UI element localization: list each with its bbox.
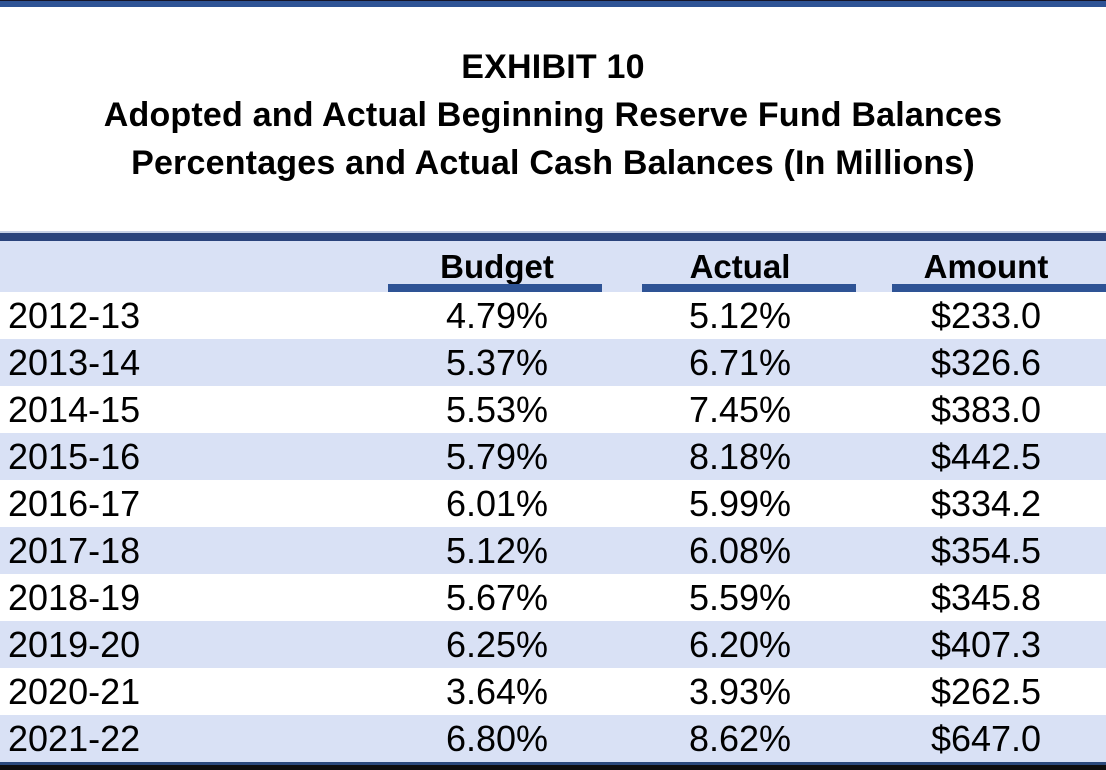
- actual-cell: 6.08%: [688, 530, 792, 571]
- title-line-2: Percentages and Actual Cash Balances (In…: [131, 144, 975, 182]
- amount-cell: $345.8: [930, 577, 1042, 618]
- exhibit-title: EXHIBIT 10 Adopted and Actual Beginning …: [0, 7, 1106, 187]
- actual-cell: 5.99%: [688, 483, 792, 524]
- actual-cell: 8.18%: [688, 436, 792, 477]
- budget-cell: 4.79%: [445, 295, 549, 336]
- amount-cell: $442.5: [930, 436, 1042, 477]
- table-row: 2014-15 5.53% 7.45% $383.0: [0, 386, 1106, 433]
- year-cell: 2015-16: [8, 436, 141, 477]
- year-cell: 2018-19: [8, 577, 141, 618]
- table-row: 2018-19 5.67% 5.59% $345.8: [0, 574, 1106, 621]
- budget-cell: 5.53%: [445, 389, 549, 430]
- exhibit-number: EXHIBIT 10: [461, 48, 645, 86]
- budget-cell: 5.79%: [445, 436, 549, 477]
- actual-cell: 3.93%: [688, 671, 792, 712]
- year-cell: 2021-22: [8, 718, 141, 759]
- table-top-highlight-rule: [0, 231, 1106, 233]
- amount-header-underline: [892, 284, 1106, 292]
- reserve-fund-table: Budget Actual Amount 2012-13 4.79% 5.12%…: [0, 231, 1106, 770]
- year-cell: 2017-18: [8, 530, 141, 571]
- amount-cell: $383.0: [930, 389, 1042, 430]
- table-bottom-rule: [0, 762, 1106, 765]
- amount-cell: $647.0: [930, 718, 1042, 759]
- col-header-year-blank: [0, 241, 380, 292]
- budget-cell: 6.25%: [445, 624, 549, 665]
- year-cell: 2019-20: [8, 624, 141, 665]
- year-cell: 2012-13: [8, 295, 141, 336]
- table-row: 2019-20 6.25% 6.20% $407.3: [0, 621, 1106, 668]
- page-bottom-edge: [0, 765, 1106, 770]
- budget-cell: 6.80%: [445, 718, 549, 759]
- table-row: 2016-17 6.01% 5.99% $334.2: [0, 480, 1106, 527]
- budget-header-underline: [388, 284, 602, 292]
- budget-cell: 5.67%: [445, 577, 549, 618]
- amount-cell: $233.0: [930, 295, 1042, 336]
- table-row: 2021-22 6.80% 8.62% $647.0: [0, 715, 1106, 762]
- budget-cell: 3.64%: [445, 671, 549, 712]
- budget-cell: 5.37%: [445, 342, 549, 383]
- table-header-row: Budget Actual Amount: [0, 241, 1106, 292]
- title-line-1: Adopted and Actual Beginning Reserve Fun…: [103, 96, 1003, 134]
- year-cell: 2013-14: [8, 342, 141, 383]
- actual-cell: 6.20%: [688, 624, 792, 665]
- col-header-amount: Amount: [866, 241, 1106, 292]
- actual-header-underline: [642, 284, 856, 292]
- amount-cell: $407.3: [930, 624, 1042, 665]
- year-cell: 2020-21: [8, 671, 141, 712]
- col-header-amount-label: Amount: [923, 247, 1049, 285]
- amount-cell: $262.5: [930, 671, 1042, 712]
- budget-cell: 5.12%: [445, 530, 549, 571]
- actual-cell: 5.12%: [688, 295, 792, 336]
- col-header-actual-label: Actual: [689, 247, 791, 285]
- amount-cell: $354.5: [930, 530, 1042, 571]
- col-header-budget-label: Budget: [440, 247, 554, 285]
- year-cell: 2016-17: [8, 483, 141, 524]
- actual-cell: 8.62%: [688, 718, 792, 759]
- amount-cell: $334.2: [930, 483, 1042, 524]
- page-top-rule: [0, 0, 1106, 7]
- table-row: 2020-21 3.64% 3.93% $262.5: [0, 668, 1106, 715]
- actual-cell: 6.71%: [688, 342, 792, 383]
- budget-cell: 6.01%: [445, 483, 549, 524]
- col-header-budget: Budget: [380, 241, 614, 292]
- col-header-actual: Actual: [614, 241, 866, 292]
- table-row: 2012-13 4.79% 5.12% $233.0: [0, 292, 1106, 339]
- actual-cell: 5.59%: [688, 577, 792, 618]
- table-top-rule: [0, 233, 1106, 241]
- year-cell: 2014-15: [8, 389, 141, 430]
- table-row: 2017-18 5.12% 6.08% $354.5: [0, 527, 1106, 574]
- actual-cell: 7.45%: [688, 389, 792, 430]
- table-row: 2013-14 5.37% 6.71% $326.6: [0, 339, 1106, 386]
- table-row: 2015-16 5.79% 8.18% $442.5: [0, 433, 1106, 480]
- amount-cell: $326.6: [930, 342, 1042, 383]
